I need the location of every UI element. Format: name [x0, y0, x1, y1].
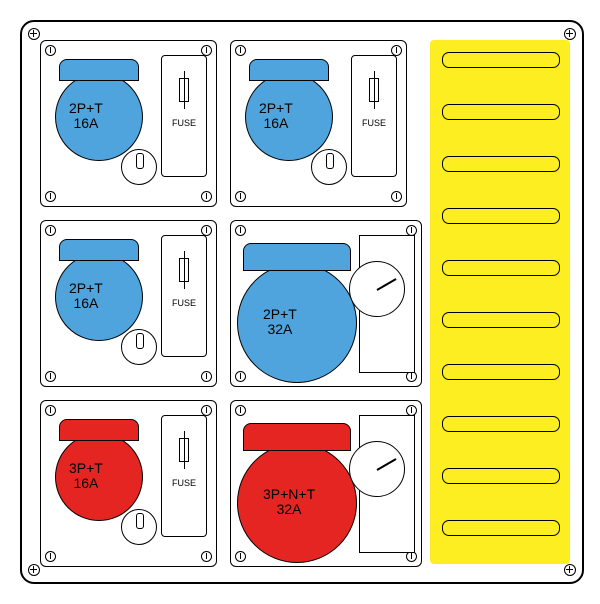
socket-rating-label: 3P+N+T 32A	[263, 487, 315, 518]
socket-module: 2P+T 16A FUSE	[40, 40, 217, 207]
socket-module: 3P+N+T 32A	[230, 400, 422, 567]
fuse-holder[interactable]: FUSE	[161, 235, 207, 357]
module-screw	[235, 45, 246, 56]
module-screw	[45, 45, 56, 56]
breaker-slot[interactable]	[442, 312, 560, 328]
socket-rating-label: 2P+T 16A	[69, 101, 103, 132]
fuse-symbol	[179, 438, 189, 462]
module-screw	[235, 191, 246, 202]
fuse-holder[interactable]: FUSE	[351, 55, 397, 177]
fuse-symbol	[369, 78, 379, 102]
rotary-switch-knob[interactable]	[349, 261, 405, 317]
fuse-symbol	[179, 258, 189, 282]
fuse-label: FUSE	[172, 118, 196, 128]
distribution-panel: 2P+T 16AFUSE2P+T 16AFUSE2P+T 16AFUSE2P+T…	[20, 20, 584, 584]
interlock-switch[interactable]	[121, 149, 157, 185]
breaker-slot[interactable]	[442, 260, 560, 276]
breaker-slot[interactable]	[442, 416, 560, 432]
breaker-slot[interactable]	[442, 364, 560, 380]
socket-module: 3P+T 16A FUSE	[40, 400, 217, 567]
interlock-switch[interactable]	[121, 509, 157, 545]
socket-module: 2P+T 16A FUSE	[40, 220, 217, 387]
socket-grid: 2P+T 16AFUSE2P+T 16AFUSE2P+T 16AFUSE2P+T…	[40, 40, 420, 564]
panel-screw	[28, 28, 40, 40]
module-screw	[45, 191, 56, 202]
fuse-holder[interactable]: FUSE	[161, 55, 207, 177]
panel-screw	[28, 564, 40, 576]
module-screw	[235, 551, 246, 562]
panel-screw	[564, 28, 576, 40]
socket-module: 2P+T 32A	[230, 220, 422, 387]
interlock-switch[interactable]	[121, 329, 157, 365]
fuse-label: FUSE	[172, 298, 196, 308]
breaker-slot[interactable]	[442, 52, 560, 68]
socket-lid	[249, 59, 329, 81]
socket-lid	[59, 59, 139, 81]
socket-module: 2P+T 16A FUSE	[230, 40, 407, 207]
breaker-strip	[430, 40, 570, 564]
cee-socket[interactable]	[237, 263, 357, 383]
breaker-slot[interactable]	[442, 520, 560, 536]
module-screw	[45, 371, 56, 382]
interlock-switch[interactable]	[311, 149, 347, 185]
fuse-symbol	[179, 78, 189, 102]
socket-rating-label: 3P+T 16A	[69, 461, 103, 492]
socket-lid	[59, 239, 139, 261]
module-screw	[201, 551, 212, 562]
module-screw	[235, 405, 246, 416]
fuse-label: FUSE	[362, 118, 386, 128]
socket-rating-label: 2P+T 16A	[259, 101, 293, 132]
fuse-label: FUSE	[172, 478, 196, 488]
rotary-switch-knob[interactable]	[349, 441, 405, 497]
module-screw	[391, 191, 402, 202]
socket-lid	[59, 419, 139, 441]
module-screw	[201, 371, 212, 382]
module-screw	[45, 551, 56, 562]
module-screw	[45, 405, 56, 416]
breaker-slot[interactable]	[442, 104, 560, 120]
fuse-holder[interactable]: FUSE	[161, 415, 207, 537]
breaker-slot[interactable]	[442, 208, 560, 224]
socket-rating-label: 2P+T 16A	[69, 281, 103, 312]
module-screw	[45, 225, 56, 236]
panel-screw	[564, 564, 576, 576]
socket-rating-label: 2P+T 32A	[263, 307, 297, 338]
socket-lid	[243, 423, 351, 451]
module-screw	[235, 371, 246, 382]
breaker-slot[interactable]	[442, 156, 560, 172]
breaker-slot[interactable]	[442, 468, 560, 484]
module-screw	[235, 225, 246, 236]
module-screw	[201, 191, 212, 202]
socket-lid	[243, 243, 351, 271]
